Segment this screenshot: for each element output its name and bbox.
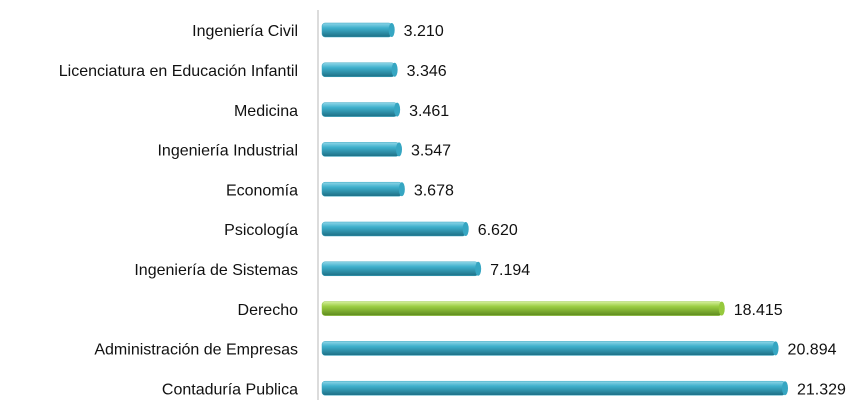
bar xyxy=(321,380,786,396)
category-label: Ingeniería Civil xyxy=(192,23,298,40)
value-label: 21.329 xyxy=(797,381,846,398)
value-label: 3.547 xyxy=(411,143,451,160)
category-label: Contaduría Publica xyxy=(162,381,298,398)
bar-cap xyxy=(388,23,395,37)
bar-cap xyxy=(782,381,788,396)
value-label: 3.346 xyxy=(407,63,447,80)
bar-cap xyxy=(398,182,405,197)
category-label: Ingeniería Industrial xyxy=(157,143,298,160)
bar xyxy=(321,181,403,197)
value-label: 3.210 xyxy=(404,23,444,40)
value-label: 20.894 xyxy=(788,342,837,359)
value-label: 18.415 xyxy=(734,302,783,319)
value-label: 3.678 xyxy=(414,182,454,199)
bar xyxy=(321,62,395,78)
category-label: Economía xyxy=(226,182,298,199)
bar xyxy=(321,261,479,277)
bar-cap xyxy=(462,222,469,236)
category-label: Derecho xyxy=(238,302,299,319)
bar-cap xyxy=(772,341,779,356)
category-label: Psicología xyxy=(224,222,298,239)
category-label: Licenciatura en Educación Infantil xyxy=(59,63,298,80)
bar-cap xyxy=(394,102,401,117)
category-label: Administración de Empresas xyxy=(94,342,298,359)
bar-cap xyxy=(475,261,482,276)
value-label: 7.194 xyxy=(490,262,530,279)
bar xyxy=(321,142,400,157)
category-label: Medicina xyxy=(234,103,298,120)
value-label: 6.620 xyxy=(478,222,518,239)
bar-cap xyxy=(395,142,402,157)
category-label: Ingeniería de Sistemas xyxy=(134,262,298,279)
bar xyxy=(321,22,392,38)
bar-cap xyxy=(718,301,725,316)
bar xyxy=(321,102,398,117)
bar xyxy=(321,301,722,316)
bar xyxy=(321,341,776,356)
value-label: 3.461 xyxy=(409,103,449,120)
bar-cap xyxy=(391,62,398,77)
bar xyxy=(321,221,466,237)
